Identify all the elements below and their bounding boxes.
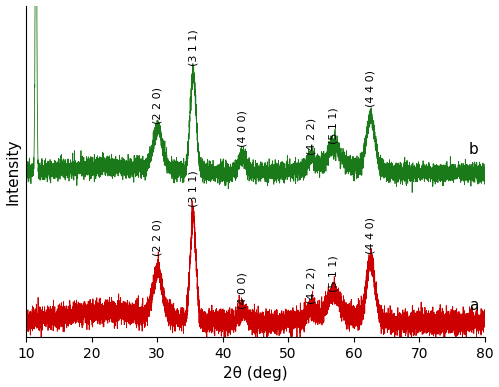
Text: (4 2 2): (4 2 2) — [306, 118, 316, 156]
Text: a: a — [469, 298, 478, 313]
Text: (5 1 1): (5 1 1) — [329, 256, 339, 293]
Text: (3 1 1): (3 1 1) — [188, 30, 198, 67]
Text: (4 2 2): (4 2 2) — [306, 267, 316, 304]
Text: (3 1 1): (3 1 1) — [188, 171, 198, 207]
Text: (5 1 1): (5 1 1) — [329, 108, 339, 144]
Text: (4 4 0): (4 4 0) — [366, 217, 376, 254]
X-axis label: 2θ (deg): 2θ (deg) — [223, 366, 288, 382]
Text: (2 2 0): (2 2 0) — [153, 87, 163, 124]
Text: (2 2 0): (2 2 0) — [153, 219, 163, 256]
Text: (4 0 0): (4 0 0) — [238, 110, 248, 147]
Text: b: b — [469, 142, 478, 157]
Y-axis label: Intensity: Intensity — [5, 138, 20, 205]
Text: (4 4 0): (4 4 0) — [366, 70, 376, 108]
Text: (4 0 0): (4 0 0) — [238, 272, 248, 310]
